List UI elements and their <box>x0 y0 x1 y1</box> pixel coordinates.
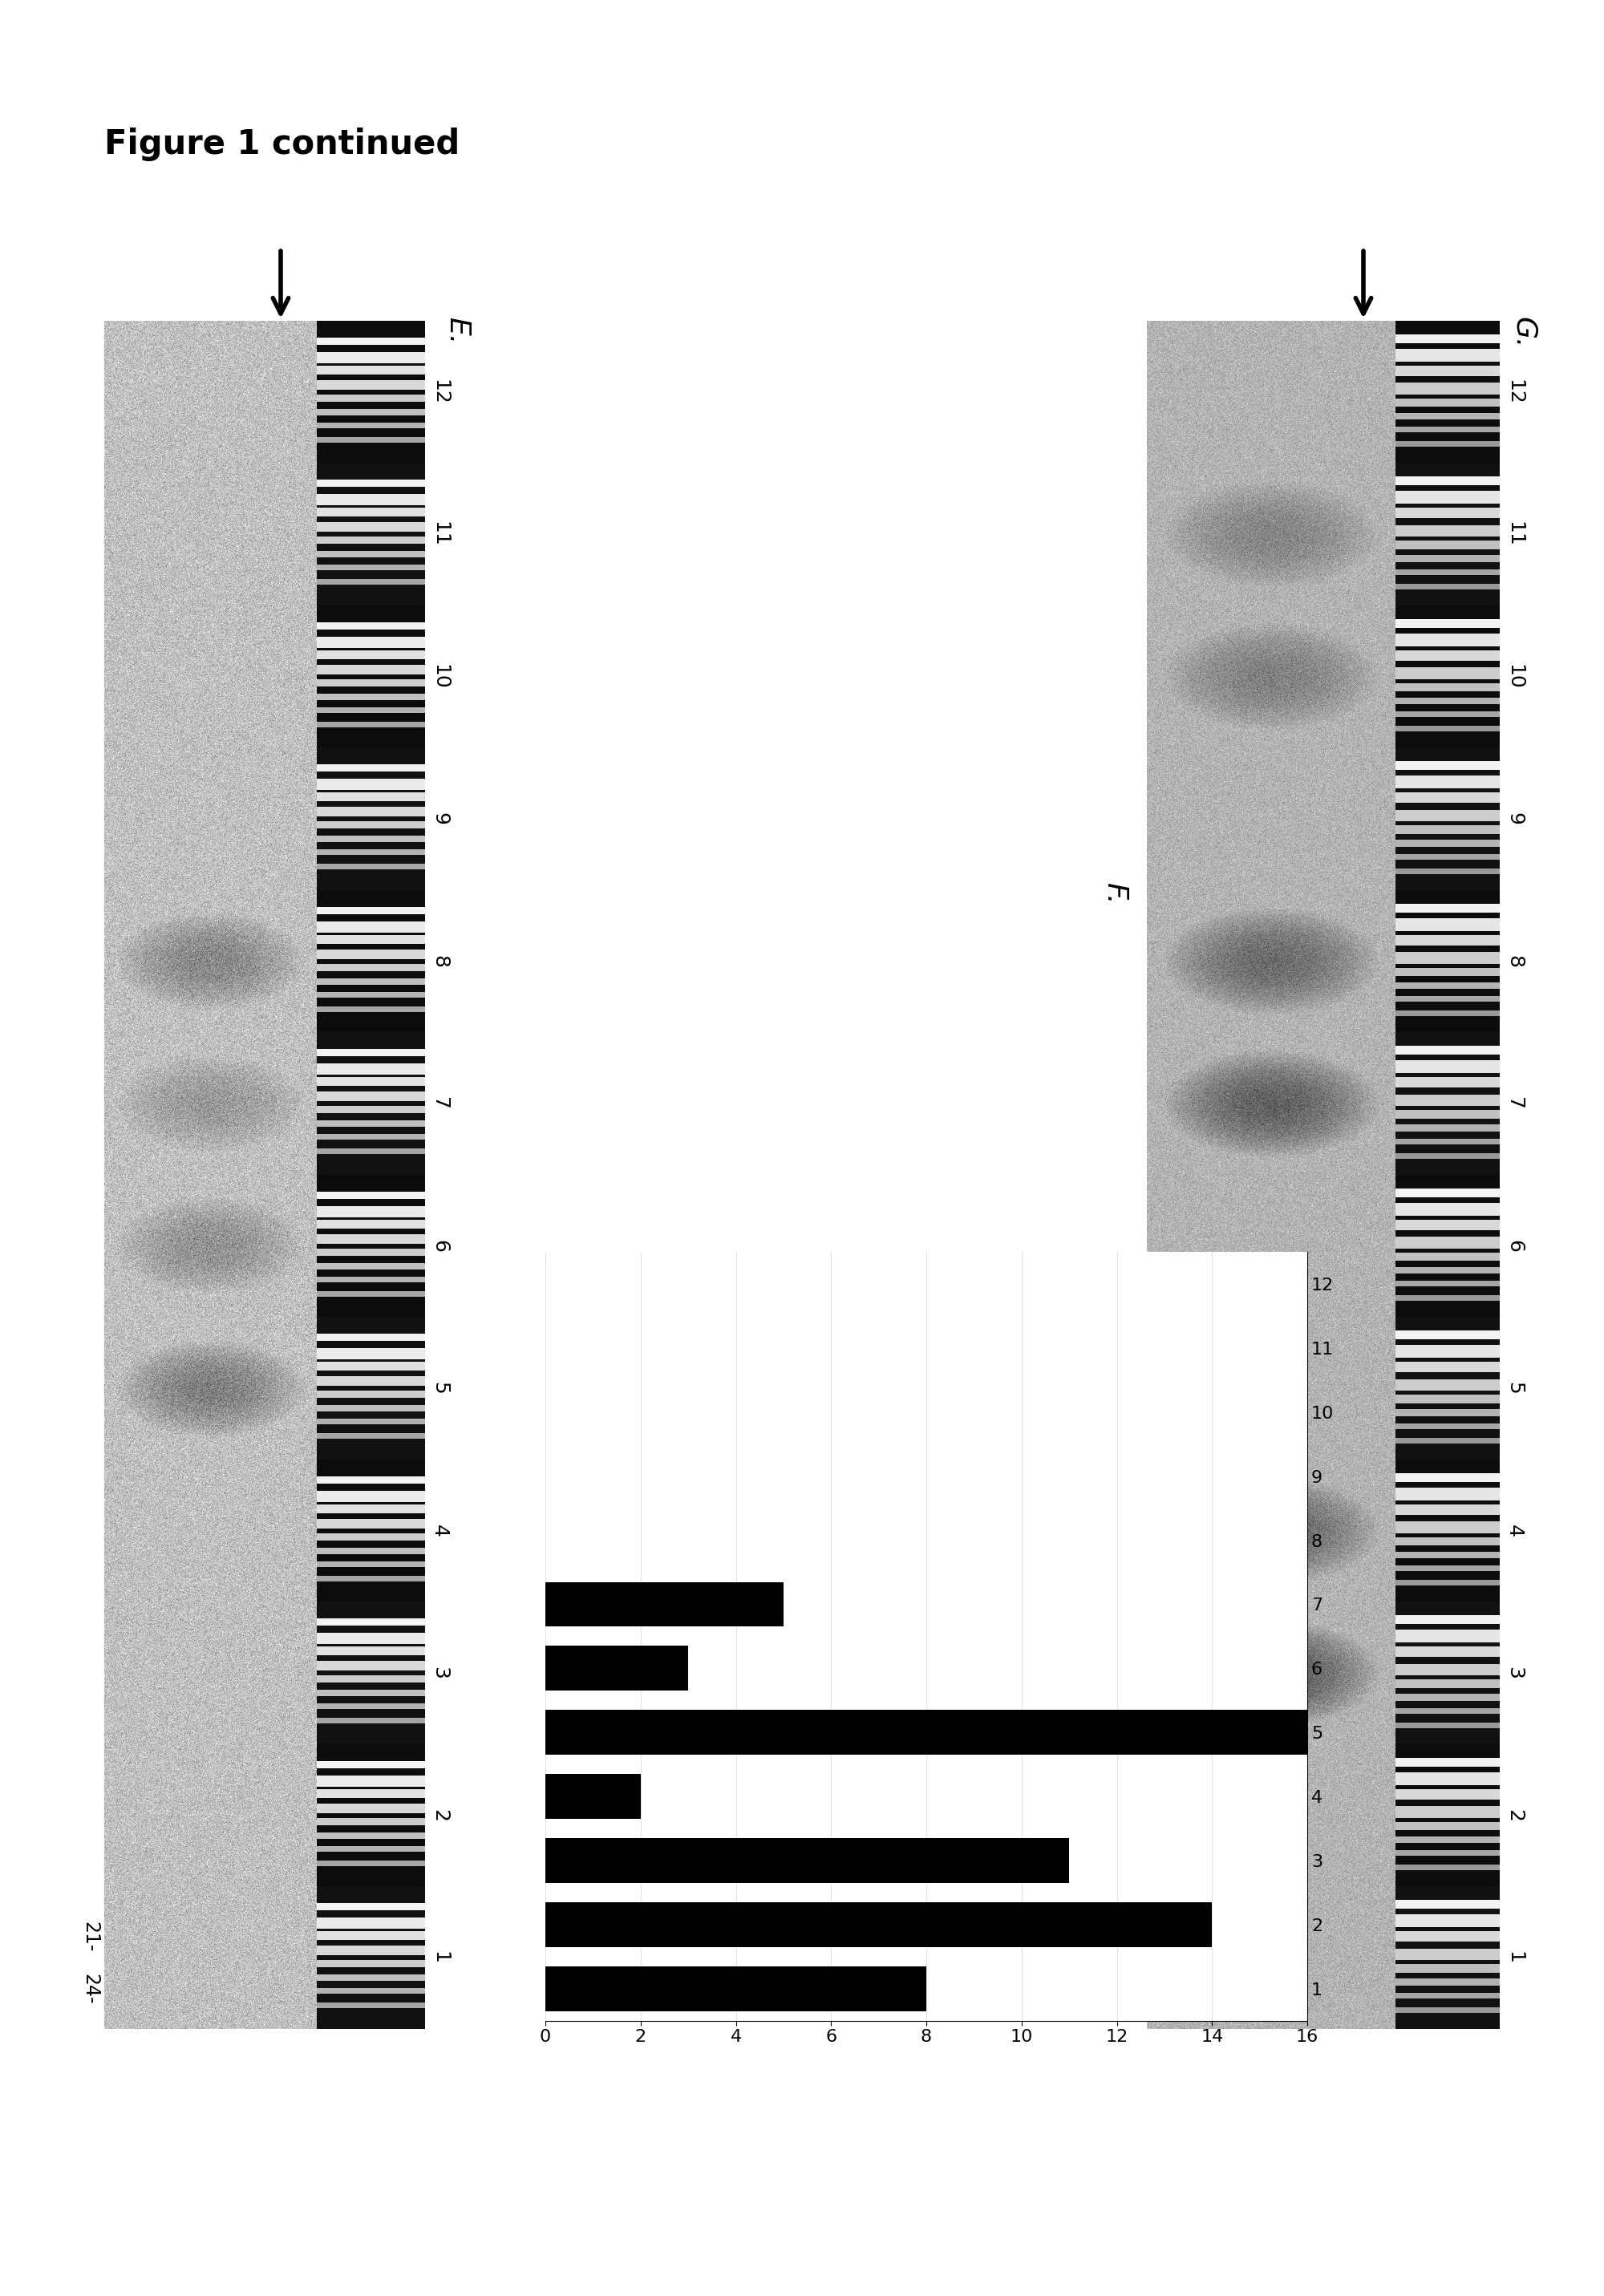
Text: 8: 8 <box>430 955 449 967</box>
Bar <box>545 1646 688 1690</box>
Text: 12: 12 <box>1505 379 1524 404</box>
Text: 7: 7 <box>430 1097 449 1109</box>
Text: 5: 5 <box>1505 1382 1524 1394</box>
Bar <box>545 1903 1213 1947</box>
Text: 8: 8 <box>1505 955 1524 967</box>
Text: F.: F. <box>1100 882 1129 905</box>
Bar <box>545 1711 1307 1754</box>
Text: 6: 6 <box>430 1240 449 1251</box>
Text: E.: E. <box>443 317 472 344</box>
Text: 6: 6 <box>1505 1240 1524 1251</box>
Text: 4: 4 <box>430 1525 449 1536</box>
Text: 11: 11 <box>1505 521 1524 546</box>
Text: 3: 3 <box>430 1667 449 1678</box>
Text: 7: 7 <box>1505 1097 1524 1109</box>
Text: 10: 10 <box>1505 664 1524 689</box>
Bar <box>545 1965 927 2011</box>
Text: 21-: 21- <box>80 1922 99 1952</box>
Text: 9: 9 <box>430 813 449 824</box>
Bar <box>545 1839 1070 1883</box>
Text: 9: 9 <box>1505 813 1524 824</box>
Text: 4: 4 <box>1505 1525 1524 1536</box>
Bar <box>545 1582 783 1628</box>
Text: 1: 1 <box>1505 1952 1524 1963</box>
Text: 11: 11 <box>430 521 449 546</box>
Text: 2: 2 <box>430 1809 449 1821</box>
Bar <box>545 1775 640 1818</box>
Text: 3: 3 <box>1505 1667 1524 1678</box>
Text: 1: 1 <box>430 1952 449 1963</box>
Text: 2: 2 <box>1505 1809 1524 1821</box>
Text: 21-: 21- <box>1123 1922 1142 1952</box>
Text: 10: 10 <box>430 664 449 689</box>
Text: G.: G. <box>1511 317 1537 349</box>
Text: 24-: 24- <box>80 1975 99 2004</box>
Text: Figure 1 continued: Figure 1 continued <box>104 129 460 161</box>
Text: 24-: 24- <box>1123 1975 1142 2004</box>
Text: 5: 5 <box>430 1382 449 1394</box>
Text: 12: 12 <box>430 379 449 404</box>
